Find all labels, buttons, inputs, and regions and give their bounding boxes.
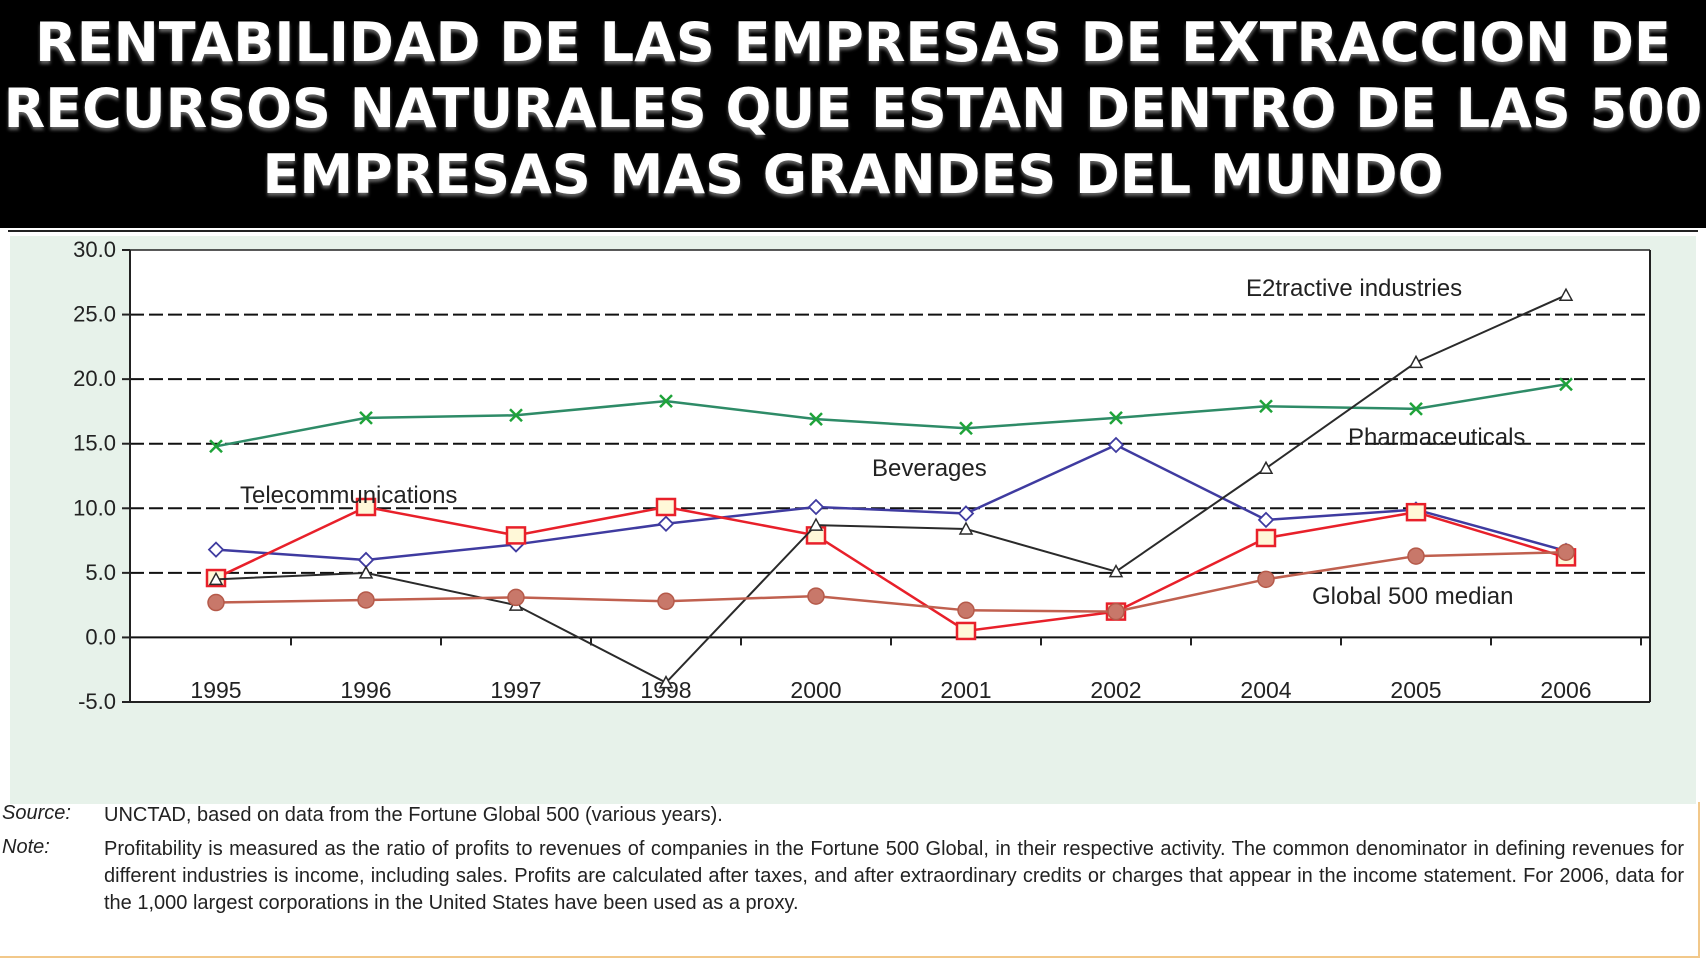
data-point	[359, 411, 373, 425]
data-point	[209, 439, 223, 454]
x-tick-label: 2004	[1240, 677, 1291, 703]
data-point	[657, 592, 675, 611]
data-point	[957, 505, 975, 522]
data-point	[1108, 563, 1124, 578]
data-point	[958, 521, 974, 535]
data-point	[659, 394, 673, 408]
y-tick-label: 30.0	[73, 237, 116, 262]
source-label: Source:	[2, 802, 71, 824]
data-point	[807, 587, 825, 605]
y-tick-label: 10.0	[73, 495, 116, 520]
series-label-telecommunications: Telecommunications	[240, 482, 457, 509]
source-text: UNCTAD, based on data from the Fortune G…	[104, 804, 723, 826]
data-point	[657, 515, 675, 533]
x-tick-label: 1996	[340, 677, 391, 703]
y-tick-label: 20.0	[73, 366, 116, 391]
data-point	[1408, 354, 1424, 369]
data-point	[959, 421, 973, 436]
series-label-beverages: Beverages	[872, 455, 987, 482]
data-point	[957, 601, 975, 620]
title-divider	[8, 230, 1698, 232]
series-label-e2tractive-industries: E2tractive industries	[1246, 275, 1462, 302]
series-global-500-median	[207, 543, 1575, 621]
series-line	[215, 550, 1567, 613]
x-tick-label: 2000	[790, 677, 841, 703]
data-point	[207, 593, 225, 612]
data-point	[1557, 543, 1575, 561]
series-line	[215, 505, 1567, 633]
data-point	[655, 497, 677, 517]
plot-area	[130, 250, 1650, 702]
data-point	[1107, 602, 1125, 621]
data-point	[1107, 436, 1125, 454]
data-point	[658, 675, 674, 689]
series-line	[215, 294, 1567, 684]
title-band: RENTABILIDAD DE LAS EMPRESAS DE EXTRACCI…	[0, 0, 1706, 228]
y-tick-label: 5.0	[85, 560, 116, 585]
note-label: Note:	[2, 836, 50, 858]
x-tick-label: 2001	[940, 677, 991, 703]
note-text: Profitability is measured as the ratio o…	[104, 838, 1684, 914]
data-point	[505, 526, 527, 545]
data-point	[1405, 502, 1427, 522]
y-tick-label: -5.0	[78, 689, 116, 714]
chart-panel: 30.0 25.0 20.0 15.0 10.0 5.0 0.0 -5.0 1995 1996 19…	[10, 236, 1696, 804]
x-tick-label: 2002	[1090, 677, 1141, 703]
data-point	[355, 497, 377, 517]
y-tick-label: 15.0	[73, 431, 116, 456]
series-e2tractive-industries	[208, 287, 1574, 689]
data-point	[1559, 377, 1573, 392]
profitability-line-chart: 30.0 25.0 20.0 15.0 10.0 5.0 0.0 -5.0 1995 1996 19…	[73, 237, 1651, 714]
data-point	[808, 517, 824, 531]
data-point	[208, 571, 224, 586]
chart-notes: Source: UNCTAD, based on data from the F…	[0, 802, 1700, 958]
data-point	[507, 588, 525, 607]
data-point	[809, 412, 823, 427]
x-tick-label: 2005	[1390, 677, 1441, 703]
series-line	[215, 383, 1567, 448]
data-point	[357, 591, 375, 609]
series-label-global-500-median: Global 500 median	[1312, 583, 1513, 610]
data-point	[509, 408, 523, 423]
x-tick-label: 1995	[190, 677, 241, 703]
data-point	[1257, 570, 1275, 589]
y-tick-label: 25.0	[73, 302, 116, 327]
page-title: RENTABILIDAD DE LAS EMPRESAS DE EXTRACCI…	[3, 11, 1703, 206]
data-point	[955, 621, 977, 641]
y-tick-label: 0.0	[85, 624, 116, 649]
data-point	[807, 498, 825, 516]
data-point	[1258, 460, 1274, 475]
data-point	[1558, 287, 1574, 301]
data-point	[1109, 411, 1123, 425]
data-point	[1257, 511, 1275, 529]
data-point	[1255, 528, 1277, 548]
data-point	[358, 565, 374, 579]
data-point	[207, 541, 225, 558]
x-tick-label: 1997	[490, 677, 541, 703]
series-line	[215, 443, 1567, 562]
series-pharmaceuticals	[209, 377, 1573, 454]
data-point	[1259, 399, 1273, 414]
series-label-pharmaceuticals: Pharmaceuticals	[1348, 424, 1525, 451]
data-point	[1407, 547, 1425, 565]
data-point	[1409, 401, 1423, 416]
x-tick-label: 2006	[1540, 677, 1591, 703]
